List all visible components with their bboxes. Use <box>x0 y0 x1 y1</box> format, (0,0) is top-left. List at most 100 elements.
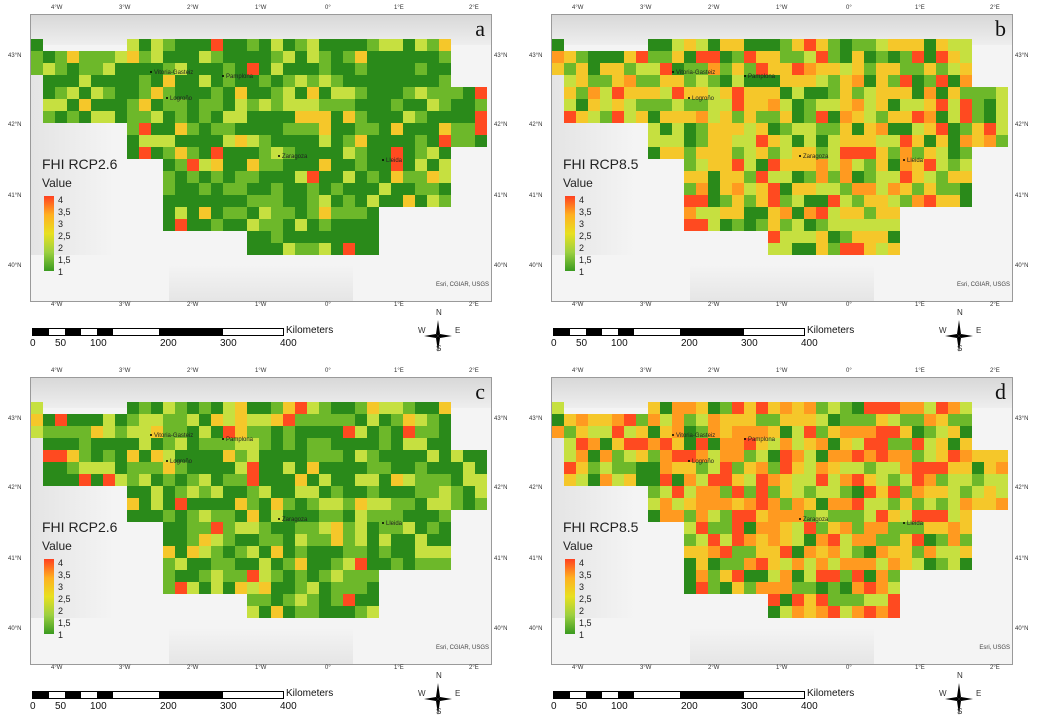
grid-cell <box>984 111 996 123</box>
grid-cell <box>660 135 672 147</box>
grid-cell <box>756 486 768 498</box>
grid-cell <box>816 594 828 606</box>
grid-cell <box>55 426 67 438</box>
grid-cell <box>115 426 127 438</box>
city-name: Vitoria-Gasteiz <box>676 70 716 76</box>
grid-cell <box>780 474 792 486</box>
grid-cell <box>720 39 732 51</box>
grid-cell <box>391 75 403 87</box>
grid-cell <box>816 147 828 159</box>
grid-cell <box>175 111 187 123</box>
grid-cell <box>852 63 864 75</box>
grid-cell <box>271 135 283 147</box>
grid-cell <box>163 195 175 207</box>
grid-cell <box>708 462 720 474</box>
longitude-tick: 3°W <box>640 302 652 308</box>
longitude-tick: 2°E <box>990 665 1000 671</box>
grid-cell <box>163 414 175 426</box>
grid-cell <box>391 99 403 111</box>
grid-cell <box>223 558 235 570</box>
grid-cell <box>576 426 588 438</box>
grid-cell <box>852 450 864 462</box>
grid-cell <box>331 135 343 147</box>
scale-tick: 100 <box>90 701 107 712</box>
grid-cell <box>259 414 271 426</box>
grid-cell <box>900 438 912 450</box>
grid-cell <box>415 123 427 135</box>
grid-cell <box>259 207 271 219</box>
grid-cell <box>151 438 163 450</box>
grid-cell <box>295 123 307 135</box>
grid-cell <box>427 75 439 87</box>
grid-cell <box>756 546 768 558</box>
grid-cell <box>43 414 55 426</box>
grid-cell <box>960 63 972 75</box>
grid-cell <box>175 450 187 462</box>
city-label: Vitoria-Gasteiz <box>672 433 715 439</box>
grid-cell <box>720 75 732 87</box>
grid-cell <box>660 51 672 63</box>
map-frame <box>551 377 1013 665</box>
grid-cell <box>235 99 247 111</box>
grid-cell <box>103 414 115 426</box>
grid-cell <box>864 99 876 111</box>
grid-cell <box>816 99 828 111</box>
grid-cell <box>151 474 163 486</box>
grid-cell <box>876 486 888 498</box>
grid-cell <box>804 135 816 147</box>
grid-cell <box>223 498 235 510</box>
grid-cell <box>127 87 139 99</box>
grid-cell <box>343 462 355 474</box>
grid-cell <box>840 474 852 486</box>
grid-cell <box>175 195 187 207</box>
grid-cell <box>780 171 792 183</box>
longitude-tick: 0° <box>846 5 852 11</box>
grid-cell <box>804 207 816 219</box>
grid-cell <box>864 135 876 147</box>
latitude-tick: 41°N <box>1015 193 1029 199</box>
grid-cell <box>259 474 271 486</box>
grid-cell <box>271 534 283 546</box>
grid-cell <box>804 450 816 462</box>
grid-cell <box>888 219 900 231</box>
grid-cell <box>792 474 804 486</box>
grid-cell <box>139 402 151 414</box>
grid-cell <box>816 450 828 462</box>
grid-cell <box>792 534 804 546</box>
grid-cell <box>840 402 852 414</box>
grid-cell <box>355 582 367 594</box>
grid-cell <box>91 111 103 123</box>
grid-cell <box>211 414 223 426</box>
grid-cell <box>307 243 319 255</box>
city-dot <box>278 155 280 158</box>
grid-cell <box>379 426 391 438</box>
grid-cell <box>343 558 355 570</box>
grid-cell <box>756 570 768 582</box>
grid-cell <box>624 462 636 474</box>
grid-cell <box>379 546 391 558</box>
longitude-tick: 1°E <box>394 302 404 308</box>
grid-cell <box>828 147 840 159</box>
grid-cell <box>852 207 864 219</box>
grid-cell <box>439 123 451 135</box>
grid-cell <box>792 582 804 594</box>
grid-cell <box>816 219 828 231</box>
grid-cell <box>439 558 451 570</box>
grid-cell <box>379 147 391 159</box>
grid-cell <box>912 534 924 546</box>
scale-segment <box>554 692 570 698</box>
grid-cell <box>732 147 744 159</box>
grid-cell <box>259 219 271 231</box>
grid-cell <box>960 402 972 414</box>
grid-cell <box>828 195 840 207</box>
map-frame <box>551 14 1013 302</box>
grid-cell <box>804 159 816 171</box>
grid-cell <box>187 462 199 474</box>
grid-cell <box>948 510 960 522</box>
grid-cell <box>259 147 271 159</box>
grid-cell <box>199 510 211 522</box>
grid-cell <box>439 147 451 159</box>
grid-cell <box>720 534 732 546</box>
grid-cell <box>451 462 463 474</box>
grid-cell <box>295 426 307 438</box>
